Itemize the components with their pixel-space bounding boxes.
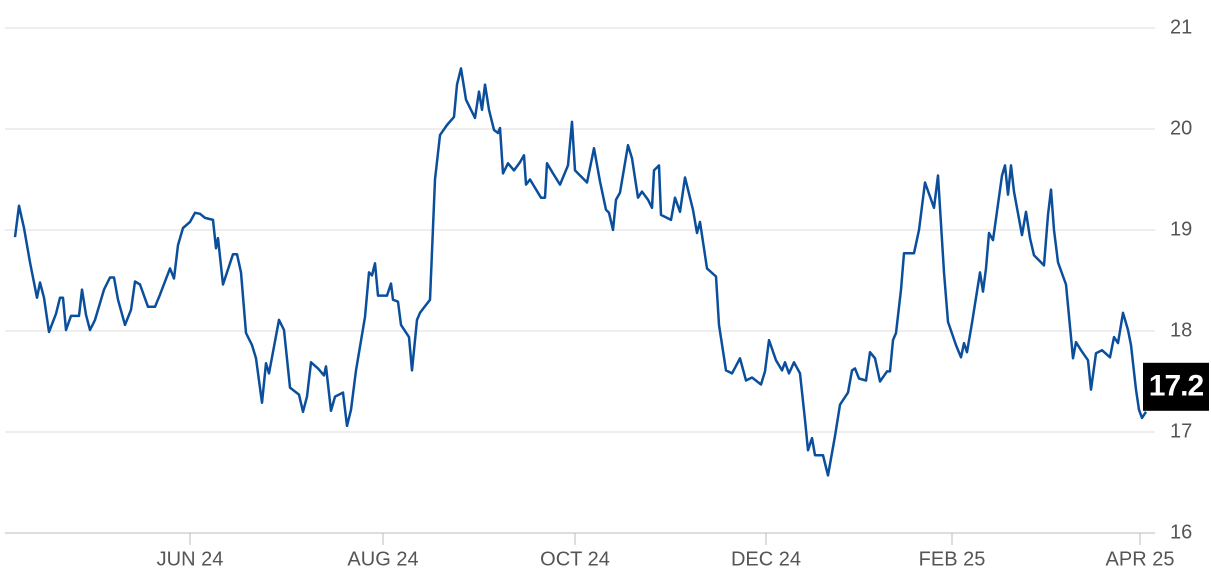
y-tick-label: 16 [1170, 521, 1192, 543]
x-tick-label: DEC 24 [731, 548, 801, 570]
x-tick-label: JUN 24 [157, 548, 224, 570]
x-tick-label: APR 25 [1106, 548, 1175, 570]
x-tick-label: AUG 24 [347, 548, 418, 570]
y-tick-label: 17 [1170, 420, 1192, 442]
y-tick-label: 21 [1170, 16, 1192, 38]
line [13, 67, 1148, 477]
x-tick-label: OCT 24 [540, 548, 610, 570]
y-tick-label: 20 [1170, 117, 1192, 139]
x-tick-label: FEB 25 [919, 548, 986, 570]
y-tick-label: 19 [1170, 218, 1192, 240]
last-value-box [1143, 362, 1209, 411]
last-value-label: 17.2 [1149, 370, 1204, 403]
y-tick-label: 18 [1170, 319, 1192, 341]
